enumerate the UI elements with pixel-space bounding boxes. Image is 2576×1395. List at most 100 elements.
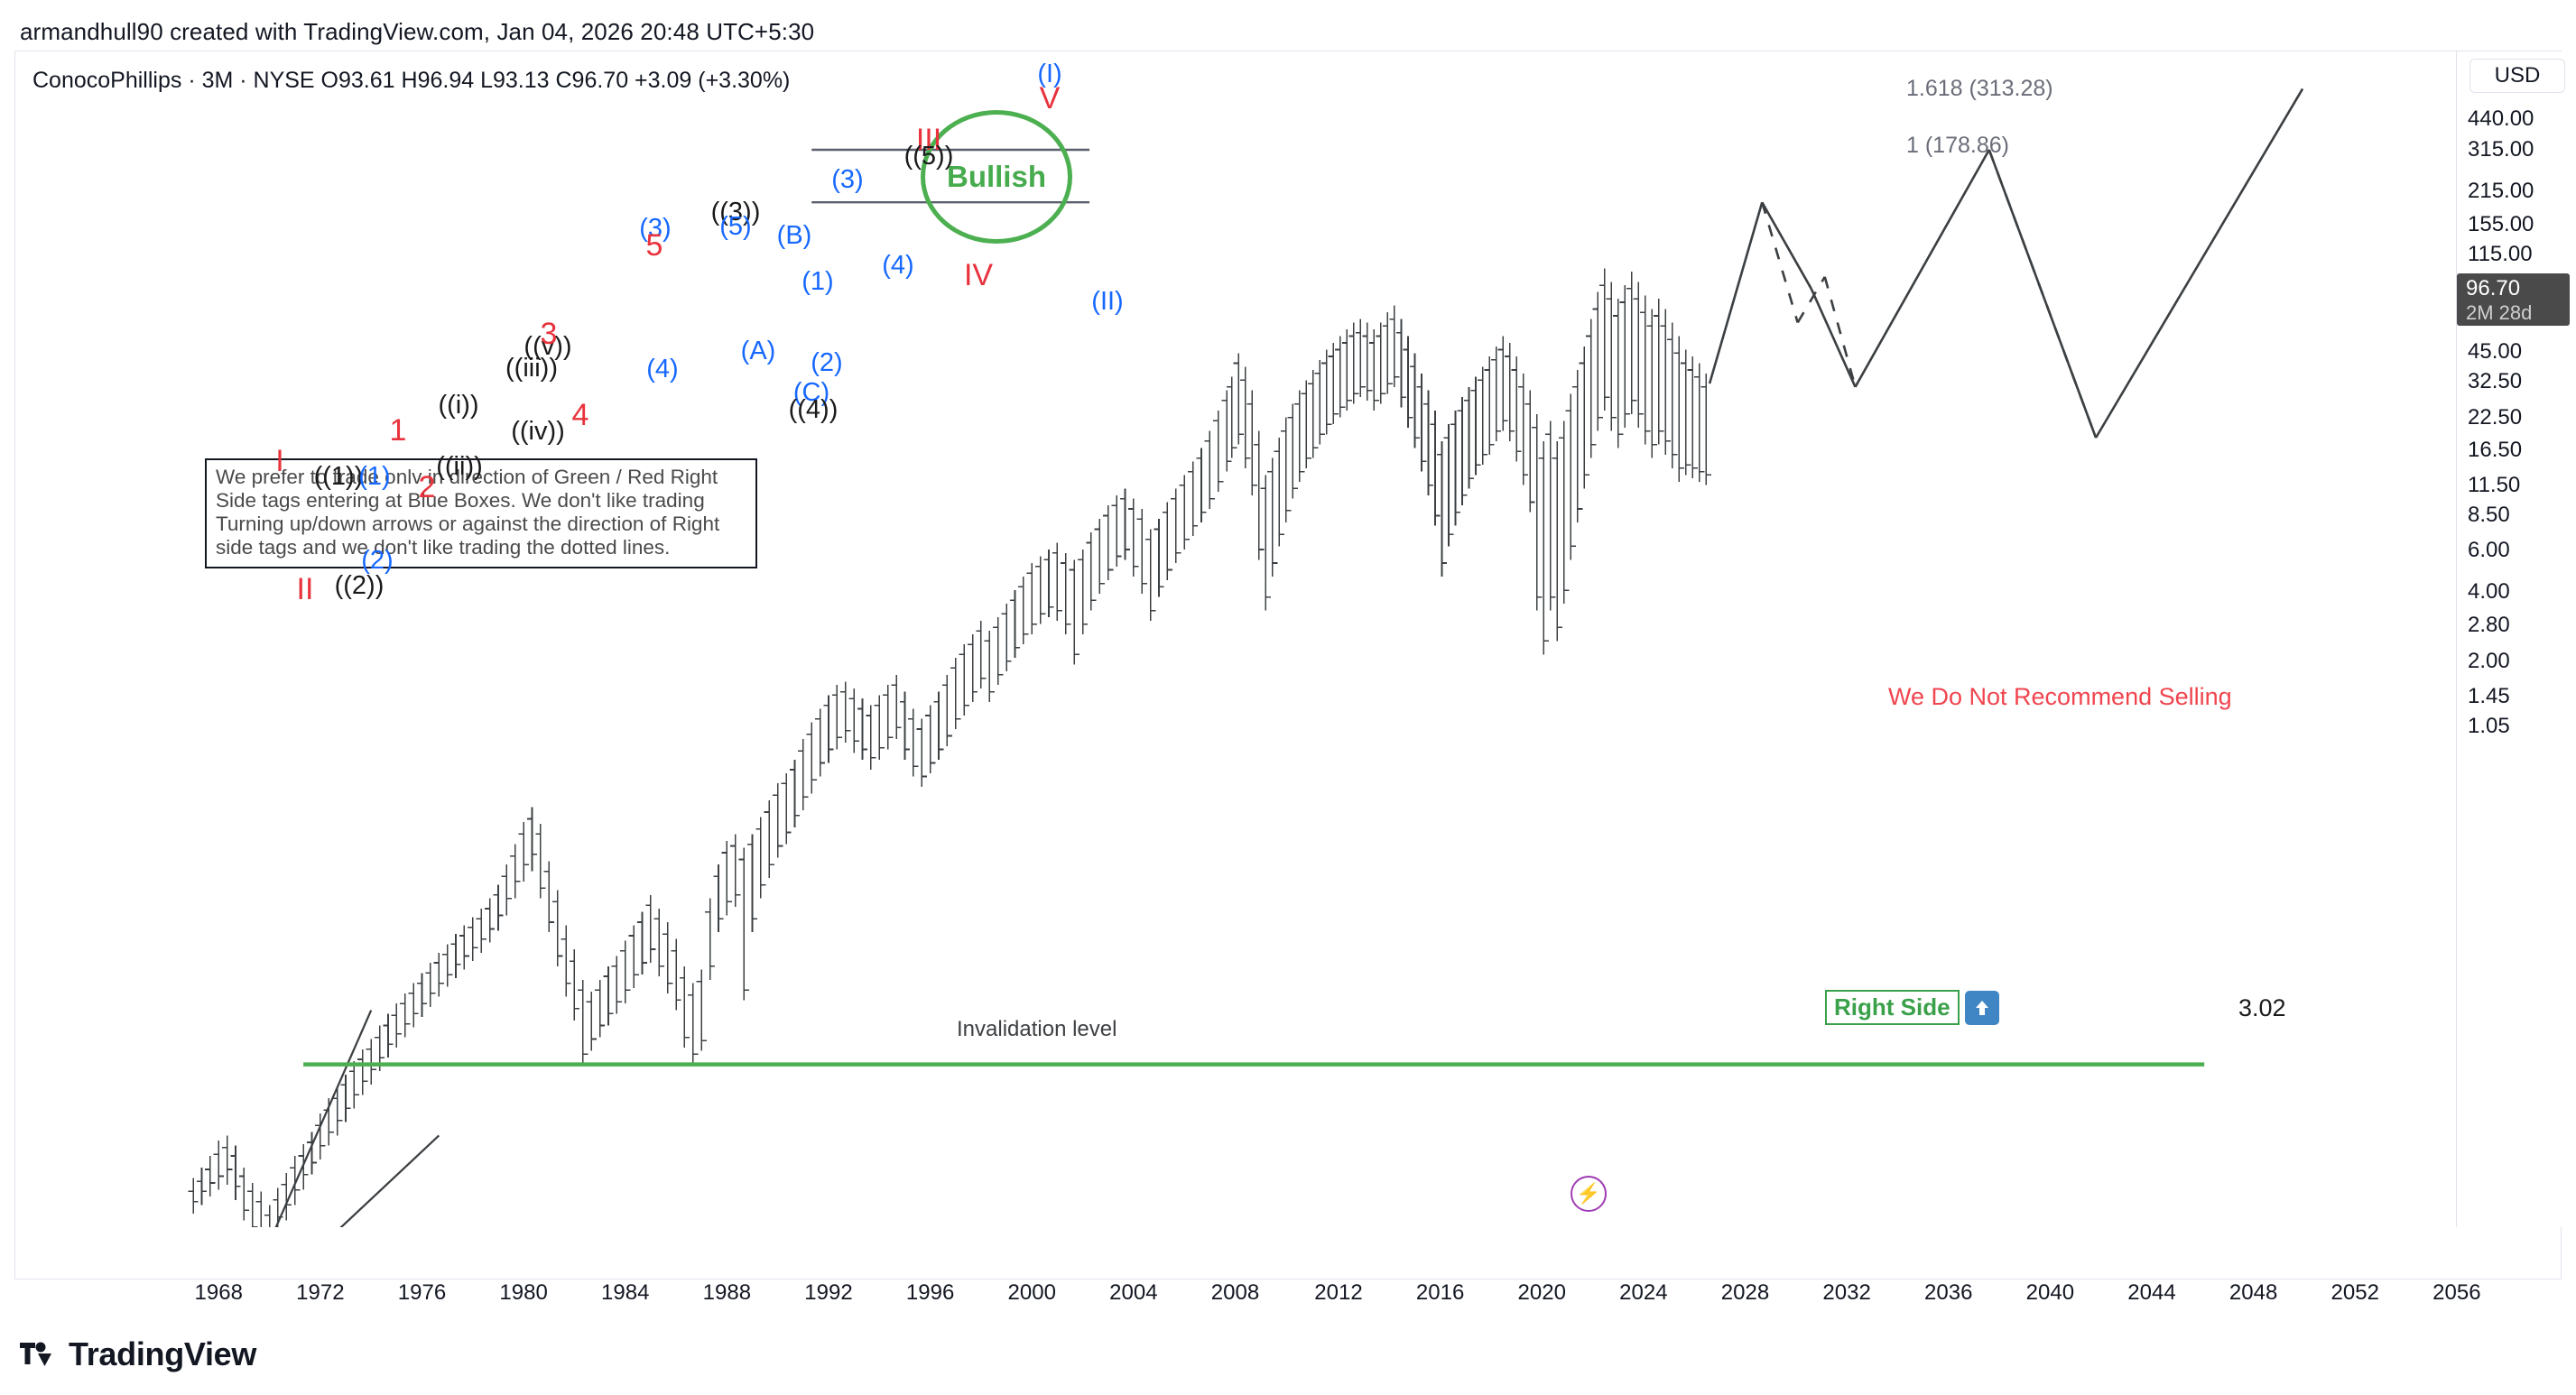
no-sell-note: We Do Not Recommend Selling	[1888, 683, 2232, 710]
time-tick: 1996	[905, 1280, 955, 1305]
wave-label: ((5))	[903, 142, 954, 171]
ohlc-bars	[188, 268, 1711, 1227]
tradingview-footer: TradingView	[20, 1335, 256, 1373]
tradingview-wordmark: TradingView	[69, 1335, 257, 1372]
wave-projection-dashed	[1761, 149, 2098, 439]
price-tick: 45.00	[2468, 339, 2523, 364]
wave-label: (I)	[1037, 60, 1062, 88]
wave-label: ((i))	[438, 391, 479, 420]
time-tick: 2028	[1720, 1280, 1770, 1305]
wave-label: IV	[963, 258, 994, 292]
price-tick: 16.50	[2468, 438, 2523, 462]
price-tick: 1.45	[2468, 684, 2510, 708]
time-tick: 2004	[1109, 1280, 1158, 1305]
wave-label: (C)	[792, 378, 830, 407]
time-tick: 1980	[499, 1280, 548, 1305]
current-price-badge: 96.70 2M 28d	[2457, 273, 2570, 326]
invalidation-price-label: 3.02	[2238, 994, 2286, 1021]
time-tick: 2052	[2330, 1280, 2379, 1305]
time-tick: 2012	[1314, 1280, 1363, 1305]
price-axis[interactable]: USD 440.00315.00215.00155.00115.0061.004…	[2456, 51, 2576, 1227]
right-side-tag[interactable]: Right Side	[1825, 990, 1999, 1025]
wave-label: ((iv))	[511, 417, 565, 446]
wave-label: III	[915, 123, 942, 157]
price-tick: 115.00	[2468, 242, 2533, 266]
wave-label: ((ii))	[436, 452, 483, 481]
price-tick: 155.00	[2468, 212, 2534, 236]
currency-pill[interactable]: USD	[2469, 59, 2565, 93]
wave-label: 4	[571, 398, 589, 432]
price-tick: 1.05	[2468, 714, 2510, 738]
wave-label: 2	[418, 470, 436, 504]
time-tick: 2000	[1007, 1280, 1056, 1305]
wave-label: (5)	[719, 212, 752, 241]
tradingview-logo-icon	[20, 1342, 51, 1366]
time-tick: 2032	[1822, 1280, 1871, 1305]
price-tick: 8.50	[2468, 503, 2510, 527]
wave-label: (1)	[802, 267, 834, 296]
wave-label: (4)	[646, 355, 679, 383]
time-tick: 2020	[1517, 1280, 1566, 1305]
wave-label: (A)	[740, 337, 776, 365]
wave-label: (II)	[1091, 287, 1124, 316]
chart-legend[interactable]: ConocoPhillips · 3M · NYSE O93.61 H96.94…	[32, 68, 791, 93]
price-tick: 11.50	[2468, 473, 2521, 497]
projection-leg-iii-retrace	[1761, 201, 1812, 290]
price-tick: 22.50	[2468, 405, 2523, 430]
price-tick: 315.00	[2468, 137, 2534, 162]
price-tick: 4.00	[2468, 579, 2510, 604]
strategy-note-box: We prefer to trade onlv in direction of …	[205, 458, 757, 568]
invalidation-level-label: Invalidation level	[957, 1017, 1117, 1041]
wave-label: (4)	[882, 251, 914, 280]
time-tick: 2040	[2025, 1280, 2075, 1305]
lightning-bolt-icon[interactable]: ⚡	[1571, 1176, 1607, 1212]
wave-label: ((v))	[524, 332, 572, 361]
price-tick: 6.00	[2468, 538, 2510, 562]
wave-label: (2)	[811, 348, 843, 377]
price-tick: 32.50	[2468, 369, 2523, 393]
wave-label: I	[275, 444, 284, 478]
time-tick: 1976	[397, 1280, 447, 1305]
bar-countdown: 2M 28d	[2466, 301, 2533, 324]
chart-plot-area[interactable]	[15, 51, 2455, 1227]
wave-label: (2)	[361, 546, 394, 575]
time-tick: 2056	[2432, 1280, 2481, 1305]
bullish-badge: Bullish	[921, 110, 1072, 244]
time-tick: 1988	[702, 1280, 752, 1305]
attribution-text: armandhull90 created with TradingView.co…	[20, 18, 815, 45]
time-tick: 2024	[1619, 1280, 1668, 1305]
trend-channel-lines	[274, 1010, 440, 1227]
arrow-up-icon	[1964, 990, 1999, 1025]
wave-label: ((2))	[334, 571, 385, 600]
time-tick: 2048	[2229, 1280, 2278, 1305]
time-tick: 2036	[1924, 1280, 1973, 1305]
wave-label: ((4))	[788, 395, 839, 424]
wave-label: 5	[645, 228, 663, 263]
wave-label: 3	[540, 317, 558, 351]
projection-leg-final-rally	[2094, 88, 2304, 439]
price-tick: 2.00	[2468, 649, 2510, 673]
price-tick: 440.00	[2468, 106, 2534, 131]
projection-leg-to-v	[1854, 149, 1990, 388]
fib-label-1618: 1.618 (313.28)	[1906, 76, 2053, 101]
time-tick: 2044	[2127, 1280, 2176, 1305]
fib-label-1: 1 (178.86)	[1906, 133, 2009, 158]
wave-label: (3)	[639, 214, 672, 243]
right-side-tag-label: Right Side	[1825, 990, 1960, 1025]
time-tick: 2016	[1415, 1280, 1465, 1305]
wave-label: 1	[389, 413, 407, 448]
time-tick: 1992	[804, 1280, 853, 1305]
price-tick: 2.80	[2468, 613, 2510, 637]
bullish-badge-label: Bullish	[946, 160, 1046, 193]
wave-label: V	[1039, 81, 1061, 115]
time-axis[interactable]: 1968 1972 1976 1980 1984 1988 1992 1996 2000 2004…	[14, 1280, 2562, 1327]
wave-label: (B)	[776, 221, 812, 250]
wave-label: II	[296, 572, 314, 606]
wave-label: (3)	[831, 165, 864, 194]
time-tick: 1972	[296, 1280, 345, 1305]
wave-label: ((1))	[313, 462, 364, 491]
wave-label: ((iii))	[505, 354, 558, 383]
projection-leg-to-iii	[1708, 201, 1764, 384]
time-tick: 1984	[601, 1280, 650, 1305]
current-price-value: 96.70	[2466, 276, 2521, 300]
